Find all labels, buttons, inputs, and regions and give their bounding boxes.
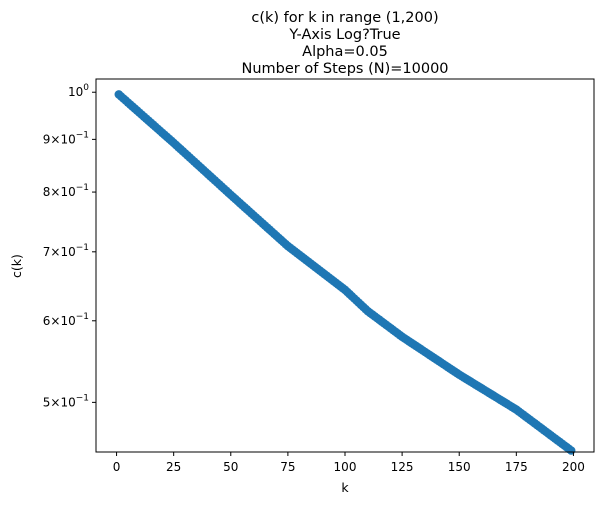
x-axis: 0 25 50 75 100 125 150 175 200 [113,452,585,474]
x-tick-label: 100 [334,460,357,474]
y-tick-exponent: −1 [76,183,89,193]
y-tick-mantissa: 9×10 [43,132,76,146]
data-points [114,90,576,455]
y-tick-label: 6×10−1 [43,312,89,328]
x-tick-label: 0 [113,460,121,474]
y-tick-label: 7×10−1 [43,243,89,259]
chart-title: c(k) for k in range (1,200) Y-Axis Log?T… [241,10,448,77]
title-line-1: c(k) for k in range (1,200) [251,10,438,26]
x-tick-label: 125 [391,460,414,474]
y-tick-exponent: −1 [76,312,89,322]
title-line-4: Number of Steps (N)=10000 [241,61,448,77]
x-axis-label: k [341,480,349,495]
y-tick-label: 5×10−1 [43,393,89,409]
data-point [566,446,576,455]
y-tick-mantissa: 8×10 [43,185,76,199]
x-tick-label: 75 [280,460,295,474]
y-tick-exponent: −1 [76,393,89,403]
y-tick-label: 9×10−1 [43,130,89,146]
y-tick-exponent: −1 [76,130,89,140]
x-tick-label: 25 [166,460,181,474]
x-tick-label: 50 [223,460,238,474]
y-axis-label: c(k) [9,254,24,278]
y-tick-mantissa: 10 [68,85,83,99]
y-tick-label: 8×10−1 [43,183,89,199]
y-tick-exponent: −1 [76,243,89,253]
y-tick-mantissa: 5×10 [43,395,76,409]
title-line-2: Y-Axis Log?True [288,27,400,43]
y-tick-label: 100 [68,83,89,99]
y-tick-exponent: 0 [83,83,89,93]
title-line-3: Alpha=0.05 [302,44,388,60]
x-tick-label: 175 [505,460,528,474]
y-tick-mantissa: 6×10 [43,314,76,328]
y-tick-mantissa: 7×10 [43,245,76,259]
x-tick-label: 200 [562,460,585,474]
x-tick-label: 150 [448,460,471,474]
